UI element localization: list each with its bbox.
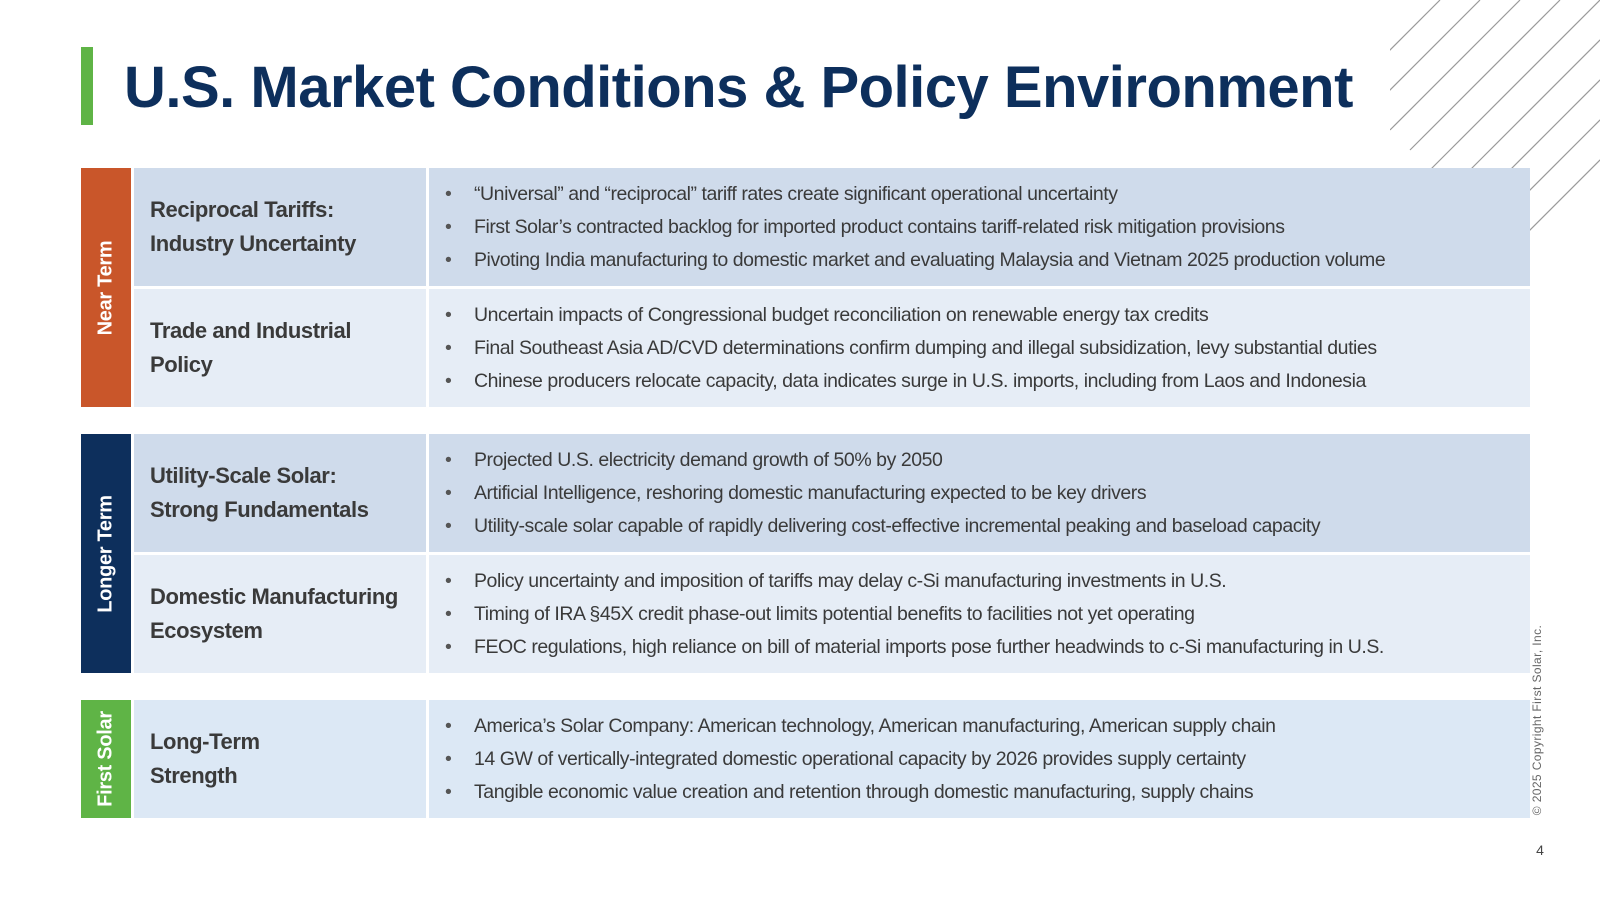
bullet-item: Final Southeast Asia AD/CVD determinatio…	[443, 332, 1377, 365]
bullet-item: Tangible economic value creation and ret…	[443, 776, 1276, 809]
group-tab-first-solar: First Solar	[81, 700, 131, 818]
bullet-item: Artificial Intelligence, reshoring domes…	[443, 477, 1320, 510]
bullet-item: Chinese producers relocate capacity, dat…	[443, 365, 1377, 398]
row-bullets-cell: America’s Solar Company: American techno…	[429, 700, 1530, 818]
decorative-diagonal-lines	[1390, 0, 1600, 240]
group-label: Near Term	[94, 240, 117, 335]
bullet-item: 14 GW of vertically-integrated domestic …	[443, 743, 1276, 776]
copyright-notice: © 2025 Copyright First Solar, Inc.	[1530, 624, 1544, 816]
title-accent-bar	[81, 47, 93, 125]
row-bullets-cell: “Universal” and “reciprocal” tariff rate…	[429, 168, 1530, 286]
table-row: Utility-Scale Solar: Strong Fundamentals…	[134, 434, 1530, 552]
row-bullets-cell: Projected U.S. electricity demand growth…	[429, 434, 1530, 552]
bullet-item: First Solar’s contracted backlog for imp…	[443, 211, 1385, 244]
bullet-item: Timing of IRA §45X credit phase-out limi…	[443, 598, 1384, 631]
table-row: Long-Term Strength America’s Solar Compa…	[134, 700, 1530, 818]
table-row: Domestic Manufacturing Ecosystem Policy …	[134, 555, 1530, 673]
group-label: First Solar	[94, 711, 117, 807]
group-label: Longer Term	[94, 494, 117, 613]
bullet-list: Uncertain impacts of Congressional budge…	[443, 299, 1377, 398]
bullet-item: Projected U.S. electricity demand growth…	[443, 444, 1320, 477]
group-near-term: Near Term Reciprocal Tariffs: Industry U…	[81, 168, 1530, 407]
group-tab-longer-term: Longer Term	[81, 434, 131, 673]
bullet-item: America’s Solar Company: American techno…	[443, 710, 1276, 743]
group-longer-term: Longer Term Utility-Scale Solar: Strong …	[81, 434, 1530, 673]
row-label-cell: Utility-Scale Solar: Strong Fundamentals	[134, 434, 426, 552]
table-row: Trade and Industrial Policy Uncertain im…	[134, 289, 1530, 407]
bullet-item: “Universal” and “reciprocal” tariff rate…	[443, 178, 1385, 211]
table-row: Reciprocal Tariffs: Industry Uncertainty…	[134, 168, 1530, 286]
bullet-list: America’s Solar Company: American techno…	[443, 710, 1276, 809]
group-tab-near-term: Near Term	[81, 168, 131, 407]
row-label-cell: Domestic Manufacturing Ecosystem	[134, 555, 426, 673]
row-bullets-cell: Policy uncertainty and imposition of tar…	[429, 555, 1530, 673]
row-label-cell: Long-Term Strength	[134, 700, 426, 818]
bullet-item: Utility-scale solar capable of rapidly d…	[443, 510, 1321, 543]
page-title: U.S. Market Conditions & Policy Environm…	[124, 55, 1353, 120]
row-label: Trade and Industrial Policy	[150, 318, 352, 377]
bullet-list: Policy uncertainty and imposition of tar…	[443, 565, 1384, 664]
row-label-cell: Trade and Industrial Policy	[134, 289, 426, 407]
row-bullets-cell: Uncertain impacts of Congressional budge…	[429, 289, 1530, 407]
bullet-item: Policy uncertainty and imposition of tar…	[443, 565, 1384, 598]
bullet-list: “Universal” and “reciprocal” tariff rate…	[443, 178, 1386, 277]
row-label: Domestic Manufacturing Ecosystem	[150, 584, 398, 643]
row-label-cell: Reciprocal Tariffs: Industry Uncertainty	[134, 168, 426, 286]
bullet-item: Pivoting India manufacturing to domestic…	[443, 244, 1386, 277]
row-label: Long-Term Strength	[150, 729, 260, 788]
group-first-solar: First Solar Long-Term Strength America’s…	[81, 700, 1530, 818]
row-label: Reciprocal Tariffs: Industry Uncertainty	[150, 197, 356, 256]
page-number: 4	[1536, 842, 1544, 858]
row-label: Utility-Scale Solar: Strong Fundamentals	[150, 463, 369, 522]
bullet-list: Projected U.S. electricity demand growth…	[443, 444, 1321, 543]
bullet-item: FEOC regulations, high reliance on bill …	[443, 631, 1384, 664]
bullet-item: Uncertain impacts of Congressional budge…	[443, 299, 1377, 332]
